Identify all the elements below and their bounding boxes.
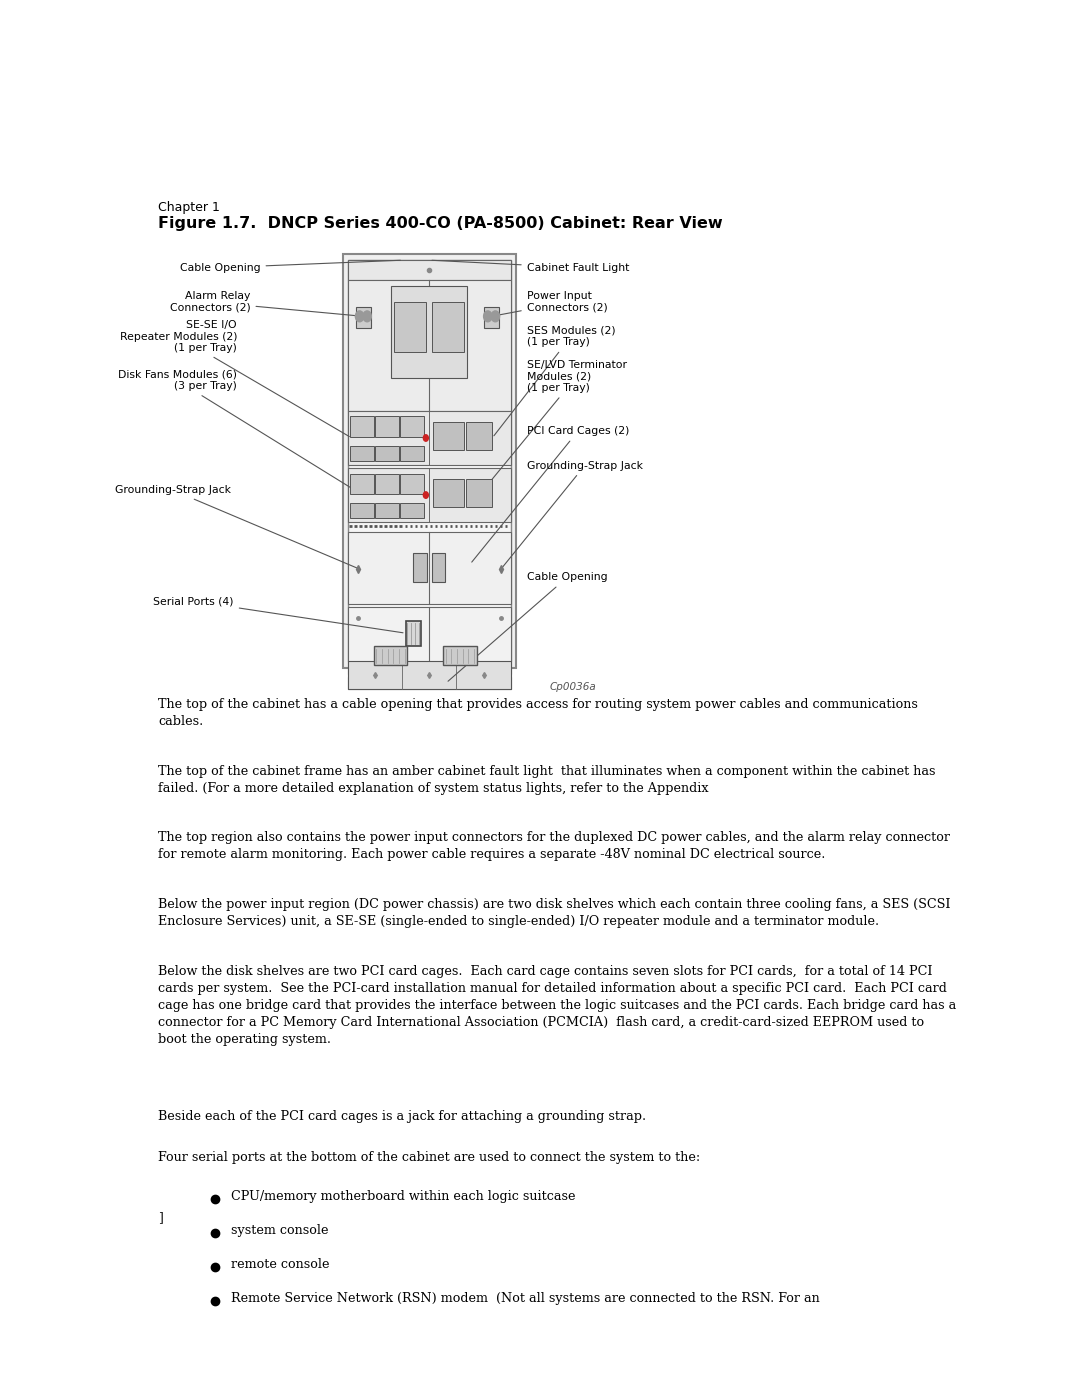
Text: The top region also contains the power input connectors for the duplexed DC powe: The top region also contains the power i…: [159, 831, 950, 862]
Text: Chapter 1: Chapter 1: [159, 201, 220, 214]
Bar: [350, 416, 374, 437]
Text: Grounding-Strap Jack: Grounding-Strap Jack: [116, 485, 357, 569]
Bar: [443, 647, 476, 665]
Bar: [391, 286, 468, 379]
Text: The top of the cabinet has a cable opening that provides access for routing syst: The top of the cabinet has a cable openi…: [159, 698, 918, 728]
Bar: [348, 468, 511, 522]
Bar: [394, 302, 427, 352]
Text: system console: system console: [231, 1224, 328, 1236]
Bar: [414, 553, 427, 583]
Text: PCI Card Cages (2): PCI Card Cages (2): [472, 426, 629, 562]
Text: Alarm Relay
Connectors (2): Alarm Relay Connectors (2): [170, 292, 361, 316]
Bar: [375, 503, 399, 518]
Text: Serial Ports (4): Serial Ports (4): [153, 597, 403, 633]
Bar: [350, 474, 374, 495]
Bar: [433, 422, 463, 450]
Bar: [401, 474, 423, 495]
Text: The top of the cabinet frame has an amber cabinet fault light  that illuminates : The top of the cabinet frame has an ambe…: [159, 764, 936, 795]
Text: Below the power input region (DC power chassis) are two disk shelves which each : Below the power input region (DC power c…: [159, 898, 950, 928]
Text: Cabinet Fault Light: Cabinet Fault Light: [432, 260, 629, 272]
Text: SES Modules (2)
(1 per Tray): SES Modules (2) (1 per Tray): [494, 326, 616, 436]
Bar: [401, 503, 423, 518]
Bar: [348, 279, 511, 411]
Text: SE-SE I/O
Repeater Modules (2)
(1 per Tray): SE-SE I/O Repeater Modules (2) (1 per Tr…: [120, 320, 350, 437]
Circle shape: [484, 312, 492, 321]
Bar: [350, 446, 374, 461]
Text: Beside each of the PCI card cages is a jack for attaching a grounding strap.: Beside each of the PCI card cages is a j…: [159, 1111, 647, 1123]
Text: Power Input
Connectors (2): Power Input Connectors (2): [495, 292, 607, 316]
Circle shape: [423, 434, 429, 441]
Text: Cable Opening: Cable Opening: [180, 260, 401, 272]
Circle shape: [423, 492, 429, 499]
Text: SE/LVD Terminator
Modules (2)
(1 per Tray): SE/LVD Terminator Modules (2) (1 per Tra…: [481, 359, 626, 493]
Bar: [401, 416, 423, 437]
Text: Grounding-Strap Jack: Grounding-Strap Jack: [502, 461, 643, 567]
Bar: [467, 422, 492, 450]
Bar: [375, 416, 399, 437]
Text: CPU/memory motherboard within each logic suitcase: CPU/memory motherboard within each logic…: [231, 1190, 576, 1203]
Text: Four serial ports at the bottom of the cabinet are used to connect the system to: Four serial ports at the bottom of the c…: [159, 1151, 701, 1164]
Text: remote console: remote console: [231, 1257, 329, 1271]
Bar: [348, 260, 511, 661]
Bar: [355, 307, 370, 328]
Text: Disk Fans Modules (6)
(3 per Tray): Disk Fans Modules (6) (3 per Tray): [118, 370, 361, 493]
Bar: [432, 553, 445, 583]
Circle shape: [363, 312, 372, 321]
Bar: [348, 608, 511, 673]
Bar: [348, 411, 511, 465]
Circle shape: [491, 312, 500, 321]
Text: ]: ]: [159, 1211, 163, 1224]
Text: Remote Service Network (RSN) modem  (Not all systems are connected to the RSN. F: Remote Service Network (RSN) modem (Not …: [231, 1292, 820, 1305]
Bar: [432, 302, 464, 352]
Bar: [467, 479, 492, 507]
Bar: [348, 676, 511, 689]
Bar: [401, 446, 423, 461]
Text: Cable Opening: Cable Opening: [448, 573, 607, 682]
Bar: [348, 661, 511, 689]
Text: Figure 1.7.  DNCP Series 400-CO (PA-8500) Cabinet: Rear View: Figure 1.7. DNCP Series 400-CO (PA-8500)…: [159, 217, 724, 231]
Bar: [350, 503, 374, 518]
Bar: [433, 479, 463, 507]
Bar: [342, 254, 516, 668]
Bar: [374, 647, 407, 665]
Bar: [484, 307, 499, 328]
Bar: [406, 620, 421, 645]
Text: Cp0036a: Cp0036a: [550, 682, 596, 692]
Text: Below the disk shelves are two PCI card cages.  Each card cage contains seven sl: Below the disk shelves are two PCI card …: [159, 965, 957, 1046]
Bar: [348, 532, 511, 604]
Bar: [375, 446, 399, 461]
Circle shape: [355, 312, 364, 321]
Bar: [375, 474, 399, 495]
Bar: [348, 260, 511, 279]
